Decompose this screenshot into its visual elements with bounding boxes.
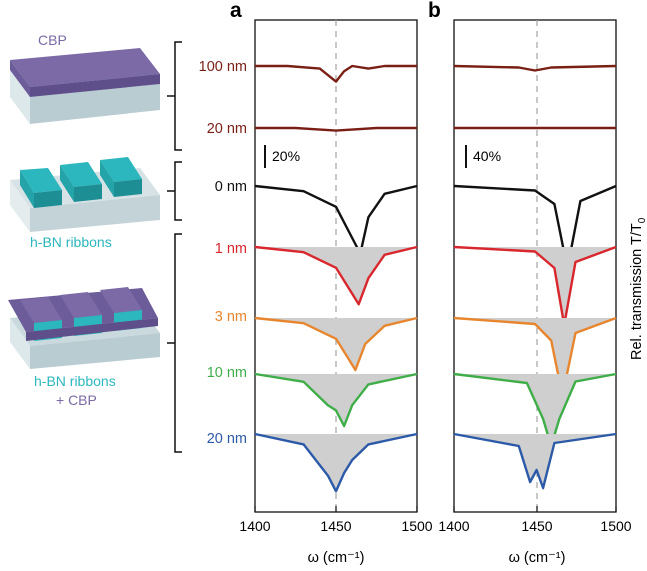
panel-a-ticks <box>254 506 418 512</box>
panel-a-scale-label: 20% <box>272 148 300 164</box>
panel-b-series-line-3 <box>453 245 617 327</box>
schematic-hbn-cbp-label-2: + CBP <box>56 392 97 408</box>
panel-a-series-line-3 <box>254 245 418 306</box>
schematic-cbp-label: CBP <box>38 32 67 48</box>
panel-b-series-line-0 <box>453 64 617 72</box>
thickness-label-0nm: 0 nm <box>215 179 247 195</box>
panel-b-scale-label: 40% <box>473 148 501 164</box>
panel-a-curves <box>254 64 418 493</box>
panel-a-tick-label: 1450 <box>320 518 351 534</box>
panel-b-series-line-4 <box>453 316 617 398</box>
hbn-ribbons-illustration <box>10 157 160 232</box>
panel-b-tick-label: 1450 <box>521 518 552 534</box>
panel-b-x-axis-label: ω (cm⁻¹) <box>509 550 566 566</box>
thickness-label-100nm: 100 nm <box>199 59 247 75</box>
cbp-slab-illustration <box>10 48 160 124</box>
panel-a-series-line-6 <box>254 432 418 493</box>
panel-b-ticks <box>453 506 617 512</box>
schematic-hbn-label: h-BN ribbons <box>30 234 112 250</box>
panel-b-model-curve-3 <box>453 246 617 326</box>
panel-b-series-line-6 <box>453 432 617 490</box>
panel-a-series-line-1 <box>255 126 417 132</box>
panel-b-model-curve-6 <box>453 433 617 491</box>
panel-a-series-line-5 <box>254 372 418 428</box>
y-axis-label: Rel. transmission T/T0 <box>629 217 647 360</box>
panel-a-model-curve-6 <box>254 433 418 493</box>
thickness-label-3nm: 3 nm <box>215 309 247 325</box>
panel-b-tick-label: 1400 <box>438 518 469 534</box>
schematic-hbn-cbp-label-1: h-BN ribbons <box>34 373 116 389</box>
thickness-label-20nm-bottom: 20 nm <box>207 431 247 447</box>
schematic-panel: CBP h-BN ribbons <box>8 32 182 453</box>
thickness-label-20nm-top: 20 nm <box>207 121 247 137</box>
panel-b-curves <box>453 64 617 491</box>
panel-a-x-axis-label: ω (cm⁻¹) <box>308 550 365 566</box>
panel-b-tick-label: 1500 <box>600 518 631 534</box>
panel-a-tick-label: 1500 <box>401 518 432 534</box>
panel-b-series-line-2 <box>453 184 617 270</box>
panel-b-frame <box>453 19 617 513</box>
panel-b-letter: b <box>428 0 441 22</box>
bracket-hbn-cbp <box>167 233 182 453</box>
panel-a-tick-label: 1400 <box>239 518 270 534</box>
panel-a-series-line-0 <box>255 64 417 83</box>
panel-a-series-line-2 <box>254 184 418 255</box>
panel-a-series-line-4 <box>254 316 418 372</box>
hbn-cbp-illustration <box>8 287 160 369</box>
thickness-label-1nm: 1 nm <box>215 241 247 257</box>
bracket-cbp <box>167 41 182 151</box>
thickness-label-10nm: 10 nm <box>207 365 247 381</box>
thickness-labels: 100 nm 20 nm 0 nm 1 nm 3 nm 10 nm 20 nm <box>199 59 247 447</box>
panel-b: b 40% 1400 1450 1500 ω (cm⁻¹) <box>428 0 632 566</box>
bracket-hbn <box>167 161 182 221</box>
panel-a-letter: a <box>230 0 242 22</box>
panel-a: a 20% 1400 1450 1500 ω (cm⁻¹) <box>230 0 433 566</box>
